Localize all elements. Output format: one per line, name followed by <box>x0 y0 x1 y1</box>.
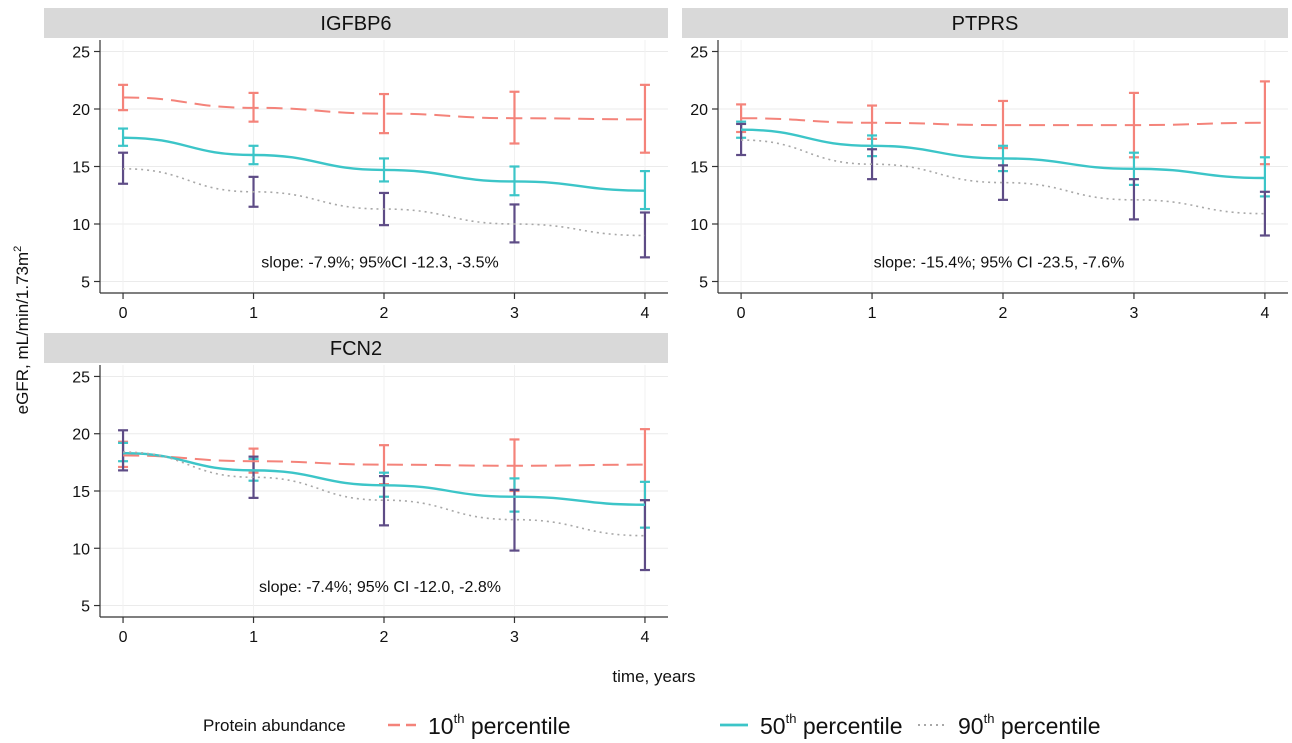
y-tick-label: 25 <box>72 369 90 386</box>
y-tick-label: 10 <box>72 541 90 558</box>
legend-label-number: 90 <box>958 713 984 739</box>
x-axis-label: time, years <box>612 667 695 686</box>
panel-strip <box>44 333 668 363</box>
series-line-p50 <box>123 452 645 506</box>
x-tick-label: 3 <box>510 305 519 322</box>
x-tick-label: 1 <box>868 305 877 322</box>
series-line-p10 <box>123 454 645 467</box>
panel-strip <box>44 8 668 38</box>
x-tick-label: 3 <box>1129 305 1138 322</box>
legend-label: 50th percentile <box>760 711 903 739</box>
legend-label: 10th percentile <box>428 711 571 739</box>
slope-annotation: slope: -7.4%; 95% CI -12.0, -2.8% <box>259 579 501 596</box>
y-tick-label: 20 <box>72 102 90 119</box>
legend-label-suffix: th <box>786 711 797 726</box>
y-axis-label: eGFR, mL/min/1.73m2 <box>12 246 32 415</box>
panel-igfbp6: IGFBP6 5 10 15 20 25 0 1 2 3 4 slope: -7.9%; 95%CI … <box>44 8 668 322</box>
legend-entry-solid: 50th percentile <box>720 711 903 739</box>
x-tick-label: 4 <box>1260 305 1269 322</box>
series-line-p90 <box>123 451 645 537</box>
y-tick-label: 20 <box>690 102 708 119</box>
error-bar-p90 <box>118 429 129 472</box>
y-tick-label: 15 <box>690 160 708 177</box>
panel-ptprs: PTPRS 5 10 15 20 25 0 1 2 3 4 slope: -15.4%; 95% CI… <box>682 8 1288 322</box>
y-tick-label: 25 <box>72 45 90 62</box>
legend-label-text: percentile <box>464 713 570 739</box>
error-bar-p10 <box>379 92 389 135</box>
error-bar-p90 <box>998 164 1008 201</box>
series-line-p90 <box>123 168 645 237</box>
slope-annotation: slope: -15.4%; 95% CI -23.5, -7.6% <box>874 255 1125 272</box>
series-line-p50 <box>741 128 1265 180</box>
x-tick-label: 4 <box>640 305 649 322</box>
series-line-p90 <box>741 139 1265 215</box>
y-tick-label: 5 <box>81 275 90 292</box>
y-tick-label: 10 <box>72 217 90 234</box>
x-tick-label: 0 <box>119 629 128 646</box>
y-axis-label-superscript: 2 <box>12 246 24 252</box>
x-tick-label: 0 <box>119 305 128 322</box>
x-tick-label: 4 <box>640 629 649 646</box>
legend: Protein abundance 10th percentile 50th per… <box>203 711 1101 739</box>
error-bar-p90 <box>509 488 520 552</box>
x-tick-label: 3 <box>510 629 519 646</box>
x-tick-label: 2 <box>999 305 1008 322</box>
error-bar-p10 <box>639 83 650 154</box>
slope-annotation: slope: -7.9%; 95%CI -12.3, -3.5% <box>261 255 498 272</box>
series-line-p10 <box>741 117 1265 127</box>
x-tick-label: 1 <box>249 629 258 646</box>
y-tick-label: 5 <box>699 275 708 292</box>
panel-strip <box>682 8 1288 38</box>
panel-fcn2: FCN2 5 10 15 20 25 0 1 2 3 4 slope: -7.4%; 95% CI -… <box>44 333 668 646</box>
legend-entry-dotted: 90th percentile <box>918 711 1101 739</box>
panel-title: PTPRS <box>952 13 1019 35</box>
y-tick-label: 5 <box>81 599 90 616</box>
series-line-p10 <box>123 96 645 121</box>
panel-title: FCN2 <box>330 338 382 360</box>
legend-label-suffix: th <box>454 711 465 726</box>
legend-title: Protein abundance <box>203 716 346 735</box>
legend-label: 90th percentile <box>958 711 1101 739</box>
y-axis-label-main: eGFR, mL/min/1.73m <box>13 252 32 415</box>
legend-entry-dashed: 10th percentile <box>388 711 571 739</box>
legend-label-number: 10 <box>428 713 454 739</box>
error-bar-p90 <box>639 499 650 572</box>
legend-label-number: 50 <box>760 713 786 739</box>
legend-label-suffix: th <box>984 711 995 726</box>
x-tick-label: 2 <box>380 305 389 322</box>
error-bar-p90 <box>1259 190 1270 237</box>
x-tick-label: 1 <box>249 305 258 322</box>
legend-label-text: percentile <box>994 713 1100 739</box>
error-bar-p90 <box>867 148 878 181</box>
y-tick-label: 25 <box>690 45 708 62</box>
y-tick-label: 10 <box>690 217 708 234</box>
legend-label-text: percentile <box>796 713 902 739</box>
y-tick-label: 20 <box>72 427 90 444</box>
error-bar-p90 <box>1128 178 1139 221</box>
error-bar-p90 <box>118 151 129 185</box>
x-tick-label: 2 <box>380 629 389 646</box>
x-tick-label: 0 <box>737 305 746 322</box>
y-tick-label: 15 <box>72 160 90 177</box>
y-tick-label: 15 <box>72 484 90 501</box>
series-line-p50 <box>123 136 645 192</box>
panel-title: IGFBP6 <box>320 13 391 35</box>
